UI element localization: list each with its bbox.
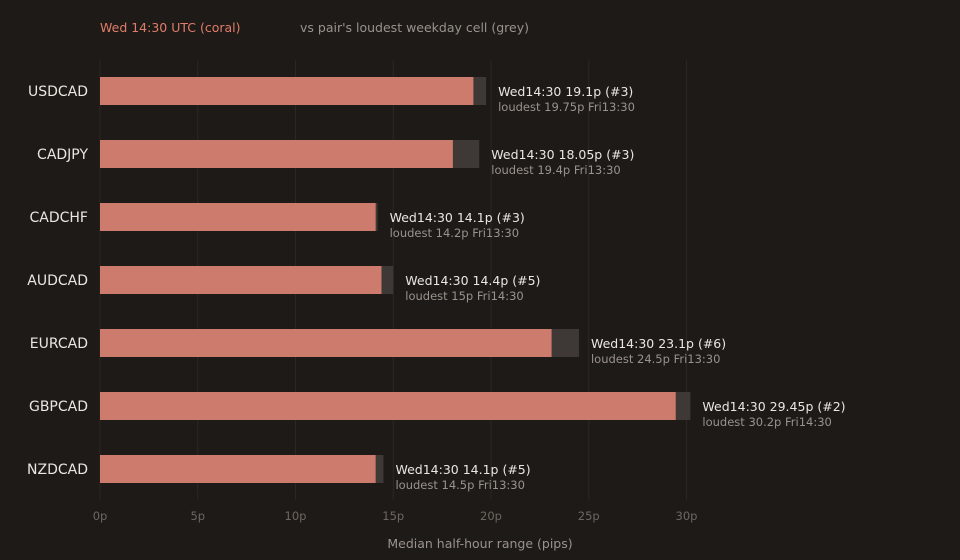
legend-coral-label: Wed 14:30 UTC (coral) [100, 20, 241, 35]
x-tick-label: 15p [382, 509, 404, 523]
category-label: USDCAD [28, 84, 88, 100]
wed-bar [100, 329, 552, 357]
bar-annotation: Wed14:30 14.1p (#5) [395, 462, 530, 477]
bar-row: CADCHF Wed14:30 14.1p (#3)loudest 14.2p F… [30, 203, 525, 240]
category-label: NZDCAD [27, 462, 88, 478]
bar-row: GBPCAD Wed14:30 29.45p (#2)loudest 30.2p … [29, 392, 846, 429]
bar-annotation-sub: loudest 14.2p Fri13:30 [390, 226, 519, 240]
bar-row: NZDCAD Wed14:30 14.1p (#5)loudest 14.5p F… [27, 455, 531, 492]
bar-row: CADJPY Wed14:30 18.05p (#3)loudest 19.4p … [37, 140, 634, 177]
bar-row: EURCAD Wed14:30 23.1p (#6)loudest 24.5p F… [30, 329, 726, 366]
bar-annotation: Wed14:30 14.4p (#5) [405, 273, 540, 288]
x-tick-label: 25p [578, 509, 600, 523]
x-tick-label: 20p [480, 509, 502, 523]
category-label: EURCAD [30, 336, 88, 352]
bar-annotation: Wed14:30 29.45p (#2) [702, 399, 845, 414]
x-axis-ticks: 0p 5p 10p 15p 20p 25p 30p [93, 509, 698, 523]
legend-grey-label: vs pair's loudest weekday cell (grey) [300, 20, 529, 35]
bar-annotation: Wed14:30 19.1p (#3) [498, 84, 633, 99]
wed-bar [100, 140, 453, 168]
bar-annotation: Wed14:30 23.1p (#6) [591, 336, 726, 351]
wed-bar [100, 77, 474, 105]
category-label: CADJPY [37, 147, 88, 163]
wed-bar [100, 266, 382, 294]
bar-annotation-sub: loudest 14.5p Fri13:30 [395, 478, 524, 492]
wed-bar [100, 203, 376, 231]
bar-annotation: Wed14:30 18.05p (#3) [491, 147, 634, 162]
wed-bar [100, 455, 376, 483]
category-label: GBPCAD [29, 399, 88, 415]
category-label: CADCHF [30, 210, 89, 226]
bar-row: USDCAD Wed14:30 19.1p (#3)loudest 19.75p … [28, 77, 635, 114]
bar-annotation-sub: loudest 19.75p Fri13:30 [498, 100, 635, 114]
bar-annotation-sub: loudest 19.4p Fri13:30 [491, 163, 620, 177]
x-tick-label: 10p [285, 509, 307, 523]
x-tick-label: 30p [676, 509, 698, 523]
bar-annotation-sub: loudest 24.5p Fri13:30 [591, 352, 720, 366]
wed-bar [100, 392, 676, 420]
bar-annotation-sub: loudest 30.2p Fri14:30 [702, 415, 831, 429]
category-label: AUDCAD [27, 273, 88, 289]
x-tick-label: 5p [190, 509, 205, 523]
x-tick-label: 0p [93, 509, 108, 523]
bar-row: AUDCAD Wed14:30 14.4p (#5)loudest 15p Fri… [27, 266, 540, 303]
bar-annotation: Wed14:30 14.1p (#3) [390, 210, 525, 225]
bar-annotation-sub: loudest 15p Fri14:30 [405, 289, 523, 303]
bars: USDCAD Wed14:30 19.1p (#3)loudest 19.75p … [27, 77, 846, 492]
x-axis-title: Median half-hour range (pips) [387, 536, 572, 551]
